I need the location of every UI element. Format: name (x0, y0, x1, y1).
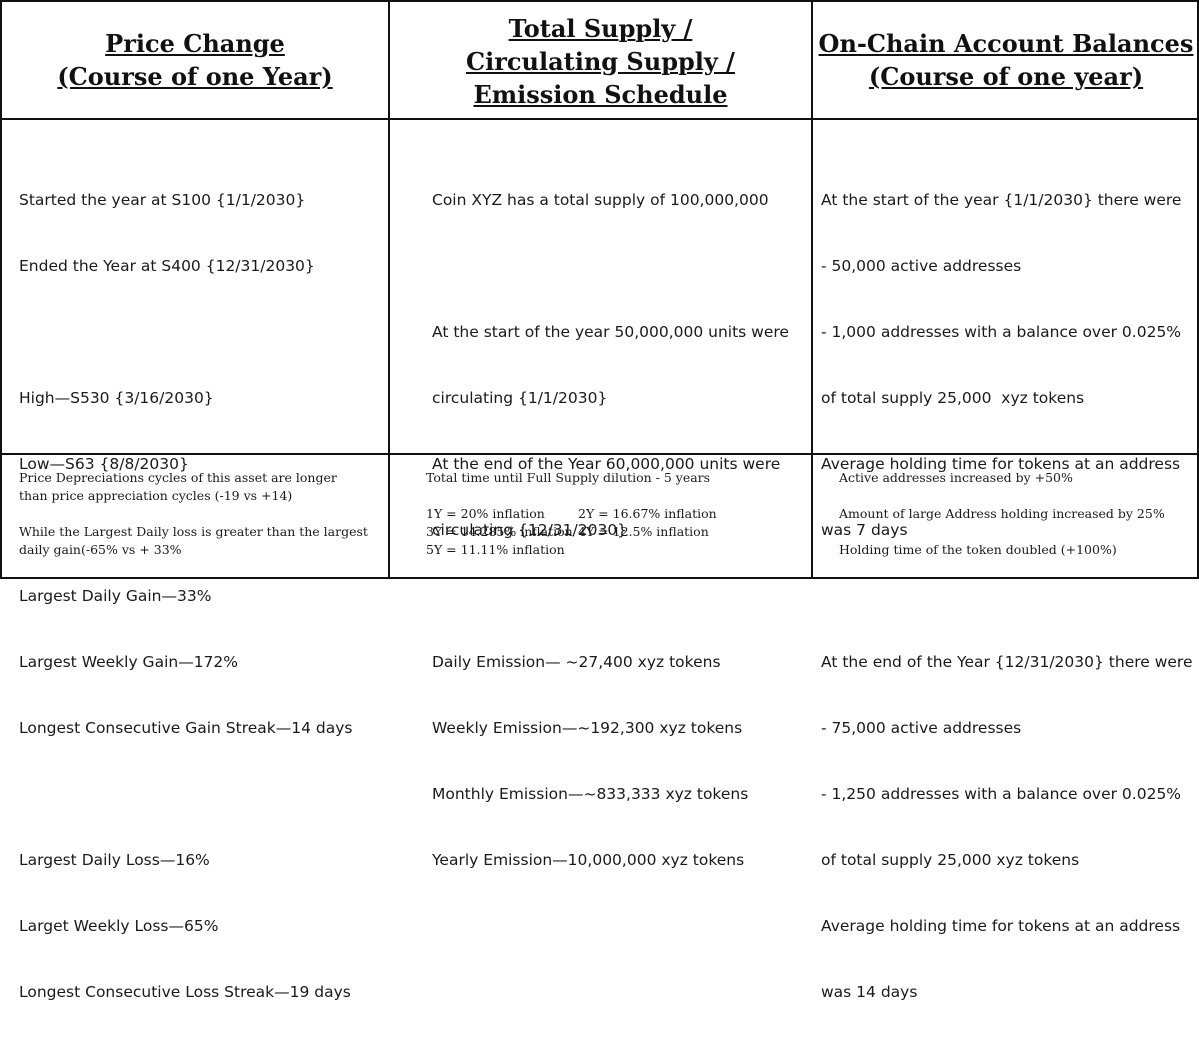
detail-line: High—S530 {3/16/2030} (19, 389, 214, 407)
detail-line: - 1,250 addresses with a balance over 0.… (821, 785, 1182, 803)
detail-line: At the start of the year {1/1/2030} ther… (821, 191, 1182, 209)
supply-header: Total Supply / Circulating Supply / Emis… (390, 6, 811, 116)
detail-line: Monthly Emission—~833,333 xyz tokens (432, 785, 749, 803)
detail-line: Largest Daily Gain—33% (19, 587, 212, 605)
header-line: Circulating Supply / (466, 46, 735, 76)
summary-line: Holding time of the token doubled (+100%… (839, 542, 1117, 557)
detail-line: Coin XYZ has a total supply of 100,000,0… (432, 191, 769, 209)
detail-line: circulating {1/1/2030} (432, 389, 608, 407)
header-line: (Course of one Year) (57, 62, 333, 91)
detail-line: Largest Daily Loss—16% (19, 851, 210, 869)
header-line: (Course of one year) (868, 62, 1144, 91)
account-balances-summary: Active addresses increased by +50% Amoun… (839, 469, 1165, 559)
row-divider (2, 453, 1197, 455)
row-divider (2, 118, 1197, 120)
price-change-details: Started the year at S100 {1/1/2030} Ende… (19, 145, 353, 1047)
detail-line: Weekly Emission—~192,300 xyz tokens (432, 719, 743, 737)
price-change-summary: Price Depreciations cycles of this asset… (19, 469, 368, 559)
header-line: On-Chain Account Balances (818, 29, 1194, 58)
account-balances-header: On-Chain Account Balances (Course of one… (813, 20, 1199, 100)
header-line: Emission Schedule (473, 79, 728, 109)
detail-line: - 75,000 active addresses (821, 719, 1022, 737)
detail-line: Larget Weekly Loss—65% (19, 917, 219, 935)
summary-line: daily gain(-65% vs + 33% (19, 542, 182, 557)
summary-line: Amount of large Address holding increase… (839, 506, 1165, 521)
detail-line: was 14 days (821, 983, 918, 1001)
summary-line: Total time until Full Supply dilution - … (426, 470, 711, 485)
column-divider (811, 2, 813, 577)
detail-line: Average holding time for tokens at an ad… (821, 917, 1181, 935)
inflation-item: 3Y = 14.285% inflation (426, 524, 573, 539)
detail-line: Daily Emission— ~27,400 xyz tokens (432, 653, 721, 671)
inflation-item: 4Y = 12.5% inflation (578, 524, 709, 539)
summary-line: Active addresses increased by +50% (839, 470, 1073, 485)
detail-line: Started the year at S100 {1/1/2030} (19, 191, 306, 209)
summary-line: While the Largest Daily loss is greater … (19, 524, 368, 539)
detail-line: Average holding time for tokens at an ad… (821, 455, 1181, 473)
detail-line: Longest Consecutive Loss Streak—19 days (19, 983, 351, 1001)
detail-line: was 7 days (821, 521, 908, 539)
price-change-header: Price Change (Course of one Year) (2, 20, 388, 100)
summary-line: than price appreciation cycles (-19 vs +… (19, 488, 293, 503)
detail-line: Ended the Year at S400 {12/31/2030} (19, 257, 315, 275)
detail-line: At the end of the Year {12/31/2030} ther… (821, 653, 1193, 671)
detail-line: of total supply 25,000 xyz tokens (821, 389, 1085, 407)
column-divider (388, 2, 390, 577)
detail-line: - 50,000 active addresses (821, 257, 1022, 275)
detail-line: circulating {12/31/2030} (432, 521, 628, 539)
inflation-item: 1Y = 20% inflation (426, 506, 545, 521)
header-line: Price Change (105, 29, 285, 58)
supply-summary: Total time until Full Supply dilution - … (426, 469, 738, 559)
detail-line: - 1,000 addresses with a balance over 0.… (821, 323, 1182, 341)
detail-line: of total supply 25,000 xyz tokens (821, 851, 1080, 869)
detail-line: At the start of the year 50,000,000 unit… (432, 323, 789, 341)
detail-line: Yearly Emission—10,000,000 xyz tokens (432, 851, 745, 869)
detail-line: At the end of the Year 60,000,000 units … (432, 455, 781, 473)
detail-line: Largest Weekly Gain—172% (19, 653, 239, 671)
summary-table: Price Change (Course of one Year) Total … (0, 0, 1199, 1001)
header-line: Total Supply / (508, 13, 693, 43)
detail-line: Longest Consecutive Gain Streak—14 days (19, 719, 353, 737)
inflation-item: 2Y = 16.67% inflation (578, 506, 717, 521)
inflation-item: 5Y = 11.11% inflation (426, 542, 565, 557)
summary-line: Price Depreciations cycles of this asset… (19, 470, 337, 485)
inflation-schedule: 1Y = 20% inflation 2Y = 16.67% inflation… (426, 505, 738, 559)
detail-line: Low—S63 {8/8/2030} (19, 455, 189, 473)
account-balances-details: At the start of the year {1/1/2030} ther… (821, 145, 1193, 1047)
